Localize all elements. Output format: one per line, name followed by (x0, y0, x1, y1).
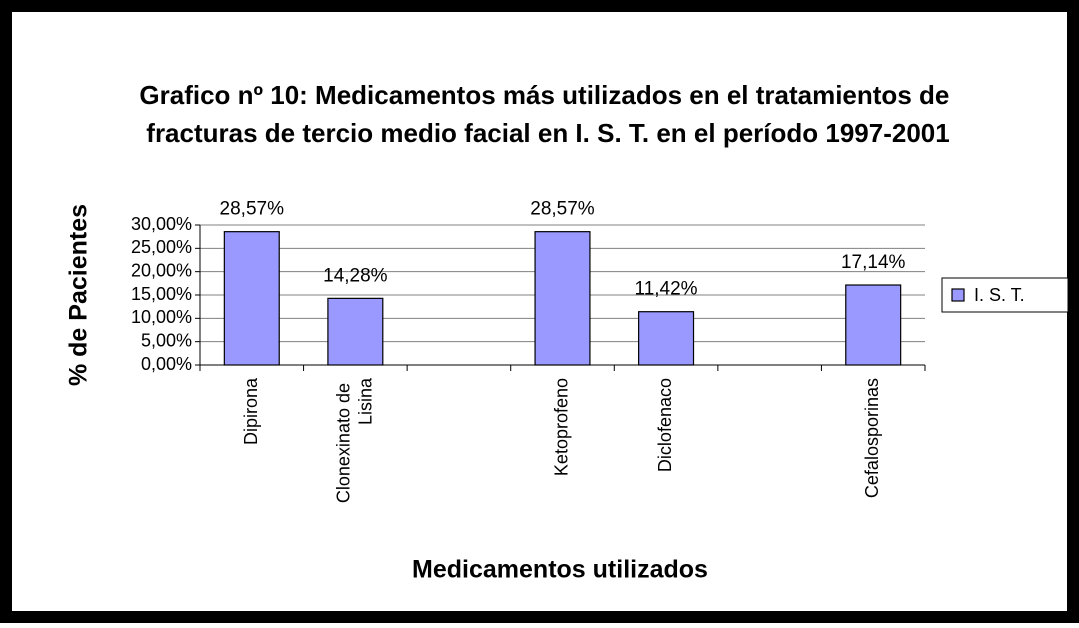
y-axis-title: % de Pacientes (65, 204, 93, 386)
y-tick-label: 10,00% (131, 307, 192, 327)
bar (845, 284, 902, 366)
data-label: 28,57% (530, 199, 595, 220)
y-tick-label: 20,00% (131, 260, 192, 280)
legend-label: I. S. T. (974, 285, 1025, 305)
legend (941, 277, 1069, 313)
y-tick-label: 0,00% (141, 354, 192, 374)
data-label: 11,42% (635, 279, 698, 300)
x-tick-label: Cefalosporinas (862, 378, 882, 498)
y-tick-label: 5,00% (141, 330, 192, 350)
y-tick-label: 30,00% (131, 214, 192, 234)
bar (327, 297, 384, 366)
y-tick-label: 15,00% (131, 284, 192, 304)
bar (638, 311, 695, 366)
x-tick-label: Ketoprofeno (551, 378, 571, 476)
bar (534, 231, 591, 366)
x-axis-title: Medicamentos utilizados (412, 556, 708, 584)
x-tick-label: Dipirona (241, 377, 261, 445)
data-label: 17,14% (841, 252, 906, 273)
x-tick-label: Diclofenaco (655, 378, 675, 472)
legend-swatch (951, 288, 965, 302)
chart-title: Grafico nº 10: Medicamentos más utilizad… (139, 80, 956, 148)
data-label: 28,57% (220, 199, 285, 220)
data-label: 14,28% (323, 265, 388, 286)
bar (223, 231, 280, 366)
x-tick-label: Clonexinato de Lisina (333, 377, 375, 503)
y-tick-label: 25,00% (131, 237, 192, 257)
